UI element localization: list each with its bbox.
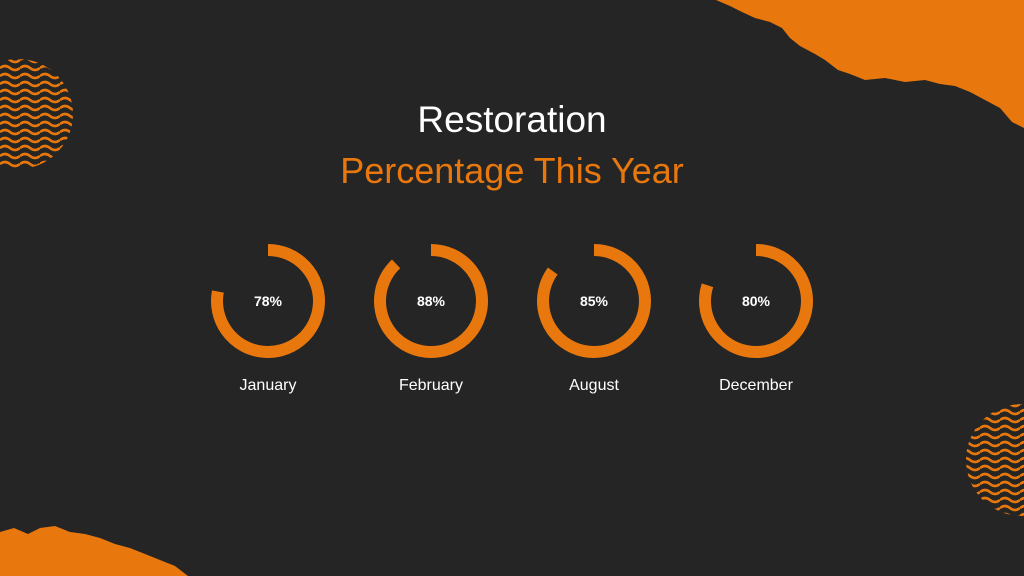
slide-subtitle: Percentage This Year	[340, 150, 684, 191]
donut-value-label: 80%	[742, 293, 771, 309]
wavy-circle-left	[0, 59, 73, 169]
donut-category-label: February	[399, 377, 463, 394]
donut-value-label: 78%	[254, 293, 283, 309]
donut-february: 88% February	[374, 244, 488, 394]
slide-title: Restoration	[417, 99, 607, 140]
donut-category-label: January	[240, 377, 297, 394]
donut-value-label: 88%	[417, 293, 446, 309]
torn-shape-bottom-left	[0, 526, 188, 576]
donut-arc	[699, 244, 813, 358]
donut-january: 78% January	[211, 244, 325, 394]
donut-category-label: August	[569, 377, 619, 394]
donut-august: 85% August	[537, 244, 651, 394]
donut-category-label: December	[719, 377, 793, 394]
donut-december: 80% December	[699, 244, 813, 394]
donut-arc	[374, 244, 488, 358]
donut-arc	[537, 244, 651, 358]
torn-shape-top-right	[716, 0, 1024, 128]
donut-arc	[211, 244, 325, 358]
wavy-circle-right	[966, 404, 1024, 516]
donut-value-label: 85%	[580, 293, 609, 309]
